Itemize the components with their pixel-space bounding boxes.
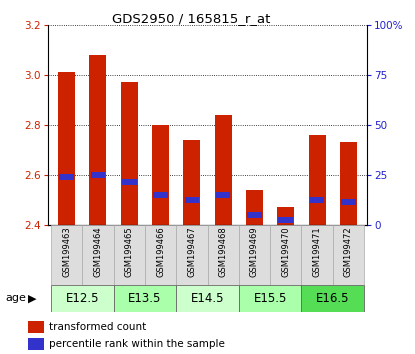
Bar — [122, 179, 137, 185]
Bar — [208, 225, 239, 285]
Bar — [185, 197, 199, 203]
Bar — [247, 212, 262, 218]
Bar — [308, 135, 326, 225]
Text: GSM199467: GSM199467 — [187, 227, 196, 277]
Text: GDS2950 / 165815_r_at: GDS2950 / 165815_r_at — [112, 12, 270, 25]
Bar — [246, 190, 263, 225]
Text: E16.5: E16.5 — [316, 292, 349, 305]
Bar — [215, 115, 232, 225]
Text: GSM199471: GSM199471 — [312, 227, 322, 277]
Bar — [270, 225, 301, 285]
Bar — [90, 172, 105, 178]
Text: GSM199463: GSM199463 — [62, 227, 71, 277]
Text: GSM199472: GSM199472 — [344, 227, 353, 277]
Text: GSM199464: GSM199464 — [93, 227, 103, 277]
Bar — [340, 142, 357, 225]
Bar — [89, 55, 107, 225]
Text: percentile rank within the sample: percentile rank within the sample — [49, 339, 225, 349]
Bar — [114, 225, 145, 285]
Text: GSM199466: GSM199466 — [156, 227, 165, 277]
Bar — [239, 225, 270, 285]
Bar — [216, 192, 230, 198]
Bar — [152, 125, 169, 225]
Text: GSM199470: GSM199470 — [281, 227, 290, 277]
Bar — [301, 225, 333, 285]
Bar — [176, 225, 208, 285]
Bar — [341, 199, 356, 205]
Text: ▶: ▶ — [28, 293, 37, 303]
Bar — [114, 285, 176, 312]
Text: E15.5: E15.5 — [254, 292, 287, 305]
Bar — [51, 285, 114, 312]
Bar — [278, 217, 293, 223]
Bar — [59, 174, 74, 181]
Text: GSM199469: GSM199469 — [250, 227, 259, 277]
Text: transformed count: transformed count — [49, 322, 146, 332]
Bar — [301, 285, 364, 312]
Text: E13.5: E13.5 — [128, 292, 161, 305]
Bar — [183, 140, 200, 225]
Bar — [239, 285, 301, 312]
Text: GSM199468: GSM199468 — [219, 227, 228, 277]
Bar — [58, 72, 75, 225]
Bar — [145, 225, 176, 285]
Bar — [333, 225, 364, 285]
Bar — [153, 192, 168, 198]
Bar — [277, 207, 294, 225]
Text: E12.5: E12.5 — [66, 292, 99, 305]
Bar — [28, 338, 44, 349]
Text: GSM199465: GSM199465 — [124, 227, 134, 277]
Text: age: age — [5, 293, 26, 303]
Bar — [51, 225, 82, 285]
Bar — [176, 285, 239, 312]
Bar — [28, 321, 44, 333]
Bar — [121, 82, 138, 225]
Bar — [82, 225, 114, 285]
Text: E14.5: E14.5 — [191, 292, 224, 305]
Bar — [310, 197, 325, 203]
